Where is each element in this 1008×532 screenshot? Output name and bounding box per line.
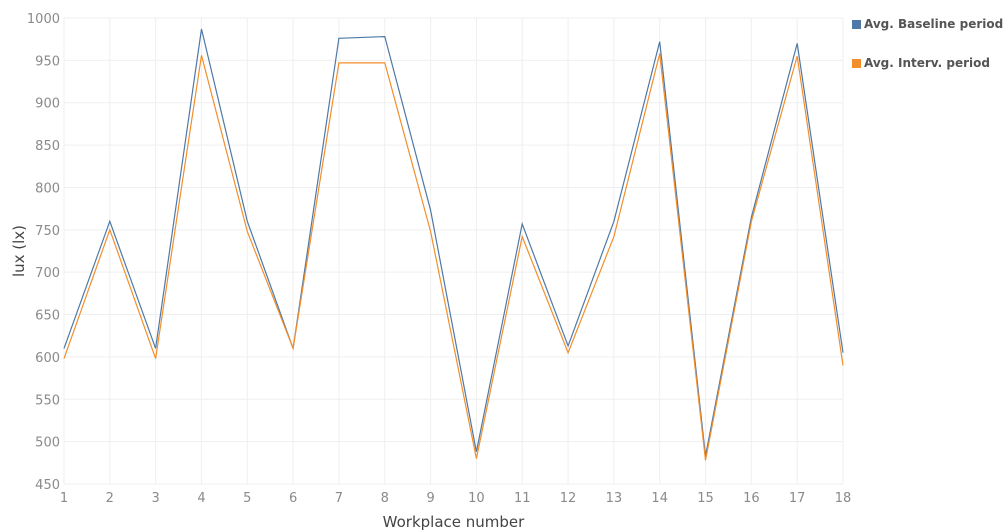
legend-label-baseline: Avg. Baseline period xyxy=(864,17,1004,31)
y-tick-label: 850 xyxy=(35,139,60,154)
x-tick-label: 13 xyxy=(606,491,623,506)
x-axis-title: Workplace number xyxy=(383,513,525,531)
y-tick-label: 750 xyxy=(35,224,60,239)
grid-lines xyxy=(63,17,844,485)
series-line-0[interactable] xyxy=(63,28,844,457)
x-tick-label: 4 xyxy=(197,491,205,506)
x-tick-label: 7 xyxy=(335,491,343,506)
x-tick-label: 5 xyxy=(243,491,251,506)
x-tick-labels: 1 2 3 4 5 6 7 8 9 10 11 12 13 14 15 16 17 18 xyxy=(60,491,851,506)
x-tick-label: 3 xyxy=(152,491,160,506)
x-tick-label: 14 xyxy=(651,491,668,506)
x-tick-label: 6 xyxy=(289,491,297,506)
y-tick-label: 450 xyxy=(35,478,60,493)
x-tick-label: 1 xyxy=(60,491,68,506)
y-tick-label: 500 xyxy=(35,436,60,451)
x-tick-label: 2 xyxy=(106,491,114,506)
x-tick-label: 8 xyxy=(381,491,389,506)
y-axis-title: lux (lx) xyxy=(10,225,28,277)
legend-item-intervention[interactable]: Avg. Interv. period xyxy=(852,55,1003,71)
y-tick-label: 650 xyxy=(35,309,60,324)
y-tick-label: 550 xyxy=(35,393,60,408)
series-line-1[interactable] xyxy=(63,53,844,461)
legend-item-baseline[interactable]: Avg. Baseline period xyxy=(852,16,1003,32)
y-tick-label: 900 xyxy=(35,97,60,112)
x-tick-label: 16 xyxy=(743,491,760,506)
y-tick-label: 1000 xyxy=(27,12,60,27)
y-tick-labels: 450 500 550 600 650 700 750 800 850 900 950 1000 xyxy=(27,12,60,493)
y-tick-label: 700 xyxy=(35,266,60,281)
y-tick-label: 800 xyxy=(35,181,60,196)
legend: Avg. Baseline period Avg. Interv. period xyxy=(852,16,1003,94)
x-tick-label: 11 xyxy=(514,491,531,506)
x-tick-label: 12 xyxy=(560,491,577,506)
x-tick-label: 17 xyxy=(789,491,806,506)
legend-swatch-baseline xyxy=(852,19,861,29)
x-tick-label: 15 xyxy=(697,491,714,506)
legend-label-intervention: Avg. Interv. period xyxy=(864,56,990,70)
legend-swatch-intervention xyxy=(852,58,861,68)
y-tick-label: 600 xyxy=(35,351,60,366)
y-tick-label: 950 xyxy=(35,54,60,69)
series-lines xyxy=(63,28,844,461)
x-tick-label: 10 xyxy=(468,491,485,506)
x-tick-label: 18 xyxy=(835,491,852,506)
x-tick-label: 9 xyxy=(426,491,434,506)
